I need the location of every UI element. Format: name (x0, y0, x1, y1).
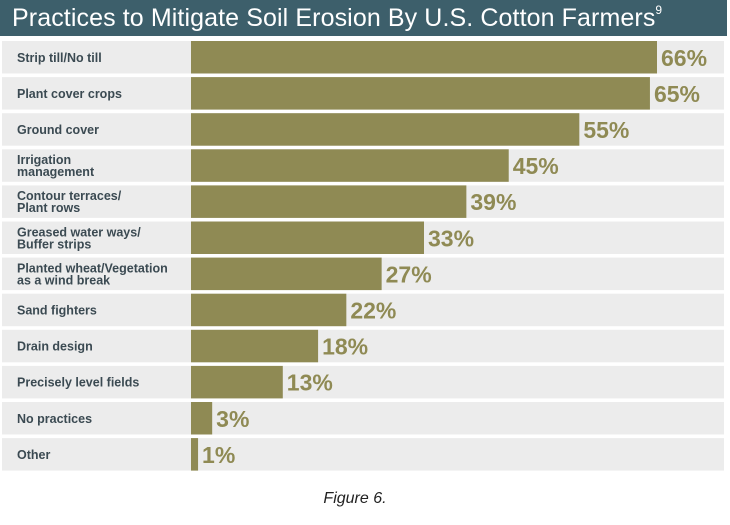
category-label: Strip till/No till (17, 51, 102, 65)
bar (191, 438, 199, 471)
row-background (2, 365, 724, 399)
category-label: Greased water ways/Buffer strips (17, 225, 141, 251)
figure-caption: Figure 6. (323, 490, 387, 507)
value-label: 22% (350, 297, 396, 323)
value-label: 3% (216, 406, 249, 432)
category-label: Other (17, 448, 50, 462)
bar-chart: Strip till/No till 66% Plant cover crops 65… (2, 41, 724, 471)
value-label: 13% (287, 370, 333, 396)
category-label: Irrigation management (17, 153, 95, 179)
value-label: 27% (386, 261, 432, 287)
category-label: No practices (17, 412, 92, 426)
row-background (2, 293, 724, 327)
value-label: 45% (513, 153, 559, 179)
bar (191, 365, 283, 399)
chart-title: Practices to Mitigate Soil Erosion By U.… (12, 3, 663, 32)
bar (191, 41, 657, 74)
value-label: 65% (654, 81, 700, 107)
bar (191, 329, 319, 363)
bar (191, 221, 424, 254)
bar (191, 77, 650, 110)
category-label: Contour terraces/Plant rows (17, 189, 122, 215)
category-label: Ground cover (17, 123, 99, 137)
value-label: 33% (428, 225, 474, 251)
category-label: Plant cover crops (17, 87, 122, 101)
bar (191, 402, 213, 435)
value-label: 66% (661, 45, 707, 71)
bar (191, 257, 382, 291)
row-background (2, 438, 724, 471)
row-background (2, 402, 724, 435)
bar (191, 293, 347, 327)
title-footnote: 9 (655, 3, 663, 18)
value-label: 18% (322, 334, 368, 360)
category-label: Planted wheat/Vegetation as a wind break (17, 261, 168, 287)
category-label: Drain design (17, 340, 93, 354)
bar (191, 113, 580, 146)
category-label: Precisely level fields (17, 376, 139, 390)
bar (191, 149, 509, 182)
value-label: 1% (202, 442, 235, 468)
value-label: 39% (470, 189, 516, 215)
chart-header: Practices to Mitigate Soil Erosion By U.… (0, 0, 727, 36)
category-label: Sand fighters (17, 303, 97, 317)
row-background (2, 329, 724, 363)
value-label: 55% (583, 117, 629, 143)
bar (191, 185, 467, 218)
